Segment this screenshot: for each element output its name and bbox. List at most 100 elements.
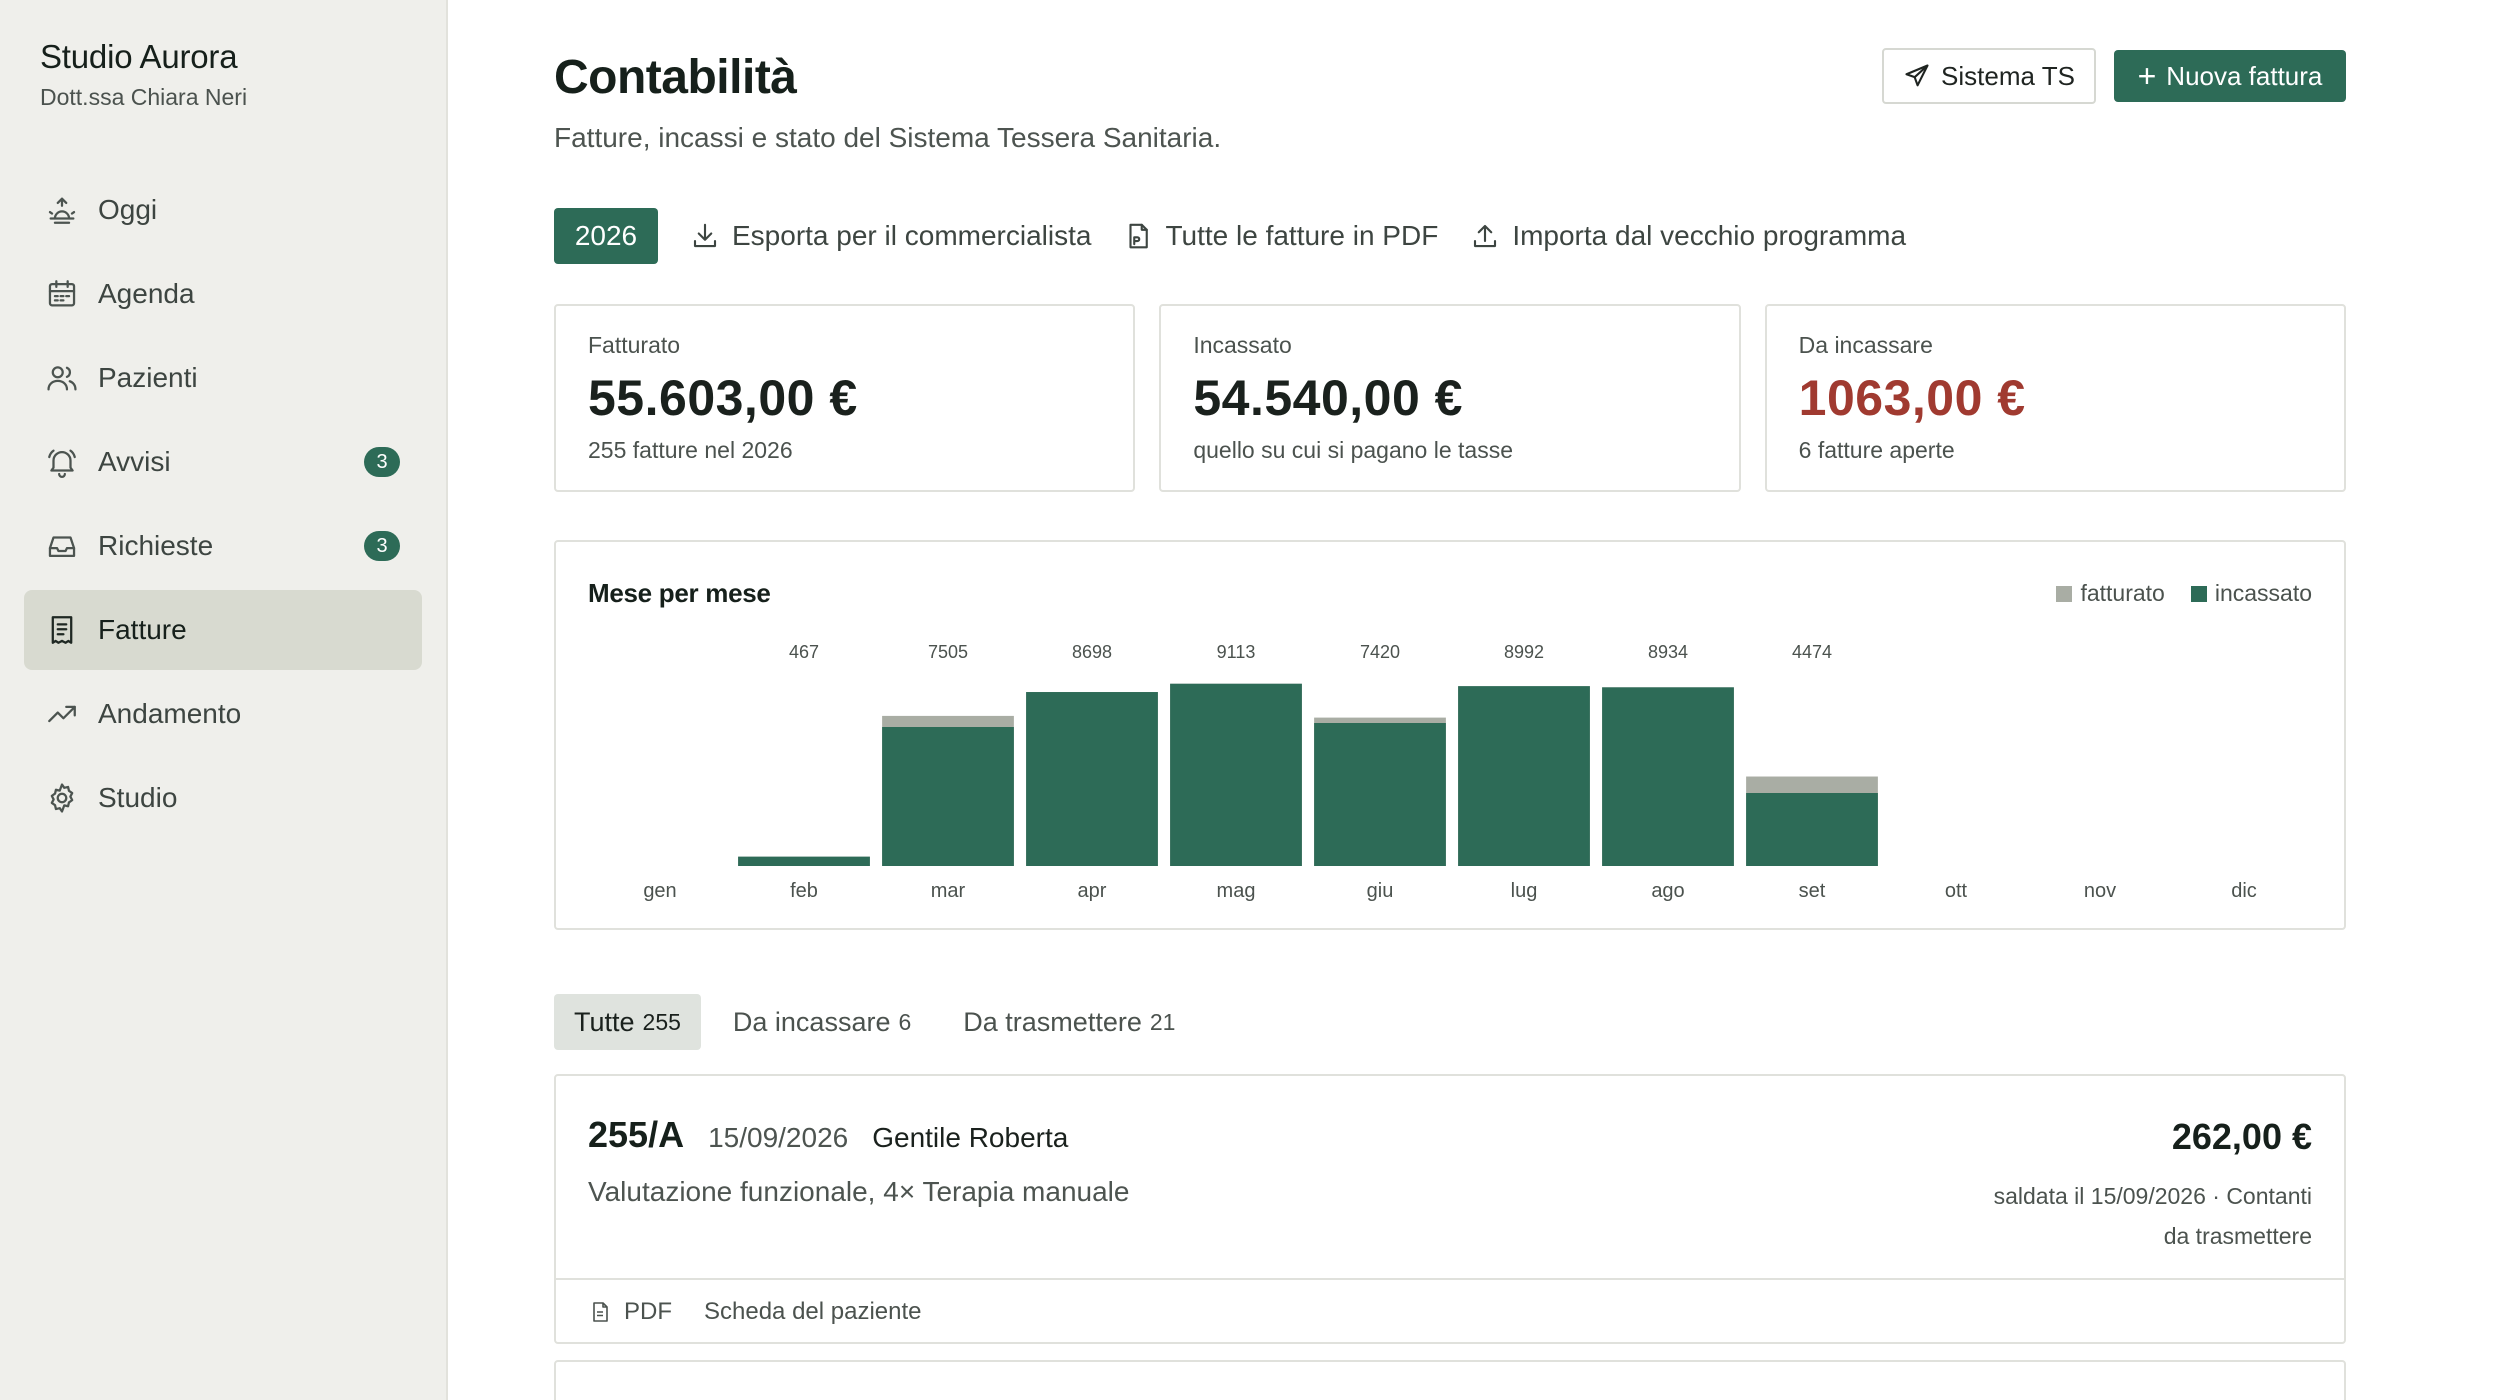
x-tick-apr: apr: [1078, 880, 1107, 902]
brand-title: Studio Aurora: [40, 38, 238, 75]
sidebar-item-pazienti[interactable]: Pazienti: [24, 338, 422, 418]
invoice-description: Valutazione funzionale, 4× Terapia manua…: [588, 1176, 1130, 1207]
sidebar-item-label: Agenda: [98, 278, 195, 309]
new-invoice-button[interactable]: + Nuova fattura: [2114, 50, 2346, 102]
sidebar-item-label: Pazienti: [98, 362, 198, 393]
sidebar-item-fatture[interactable]: Fatture: [24, 590, 422, 670]
tab-label: Da incassare: [732, 1006, 891, 1037]
bar-incassato-lug: [1458, 686, 1590, 866]
calendar-icon: [44, 276, 80, 312]
x-tick-giu: giu: [1367, 880, 1394, 902]
toolbar: 2026 Esporta per il commercialista Tutte…: [554, 208, 1906, 264]
legend-swatch-incassato: [2190, 585, 2207, 602]
invoice-footer: PDF Scheda del paziente: [556, 1278, 2344, 1344]
invoice-card[interactable]: 255/A 15/09/2026 Gentile Roberta Valutaz…: [554, 1074, 2346, 1344]
data-label-feb: 467: [789, 642, 819, 662]
patient-link-label: Scheda del paziente: [704, 1298, 922, 1325]
monthly-chart: gen 467 feb 7505 mar 8698 apr 9113 mag 7420 giu 899…: [554, 540, 2346, 930]
sidebar-item-andamento[interactable]: Andamento: [24, 674, 422, 754]
x-tick-ago: ago: [1651, 880, 1684, 902]
card-note: 255 fatture nel 2026: [588, 437, 793, 463]
summary-cards: Fatturato 55.603,00 € 255 fatture nel 20…: [554, 304, 2346, 492]
sunrise-icon: [44, 192, 80, 228]
user-name: Dott.ssa Chiara Neri: [40, 84, 248, 110]
notification-badge: 3: [364, 447, 400, 477]
sidebar-item-richieste[interactable]: Richieste 3: [24, 506, 422, 586]
download-icon: [693, 223, 717, 248]
invoice-card[interactable]: [554, 1360, 2346, 1400]
bar-incassato-feb: [738, 856, 870, 866]
card-value: 54.540,00 €: [1193, 370, 1463, 426]
sidebar: Studio Aurora Dott.ssa Chiara Neri Oggi …: [0, 0, 448, 1400]
users-icon: [44, 360, 80, 396]
sidebar-item-label: Avvisi: [98, 446, 171, 477]
notification-badge: 3: [364, 531, 400, 561]
x-tick-ott: ott: [1945, 880, 1968, 902]
sidebar-item-agenda[interactable]: Agenda: [24, 254, 422, 334]
tab-label: Tutte: [574, 1006, 635, 1037]
data-label-ago: 8934: [1648, 642, 1688, 662]
card-value: 1063,00 €: [1798, 370, 2026, 426]
card-note: 6 fatture aperte: [1798, 437, 1955, 463]
invoice-status-paid: saldata il 15/09/2026 · Contanti: [1993, 1183, 2312, 1209]
sidebar-nav: Oggi Agenda Pazienti Avvisi 3 Richiest: [24, 170, 422, 842]
chart-canvas: gen 467 feb 7505 mar 8698 apr 9113 mag 7420 giu 899…: [643, 642, 2256, 902]
pdf-label: Tutte le fatture in PDF: [1165, 220, 1439, 251]
bar-incassato-mag: [1170, 683, 1302, 866]
bar-incassato-set: [1746, 793, 1878, 866]
invoice-date: 15/09/2026: [708, 1122, 849, 1153]
data-label-mag: 9113: [1217, 642, 1256, 662]
export-accountant-link[interactable]: Esporta per il commercialista: [690, 220, 1091, 252]
patient-record-link[interactable]: Scheda del paziente: [704, 1298, 922, 1326]
sistema-ts-button[interactable]: Sistema TS: [1882, 48, 2096, 104]
tab-count: 6: [898, 1008, 912, 1035]
trending-up-icon: [44, 696, 80, 732]
x-tick-gen: gen: [643, 880, 676, 902]
card-label: Incassato: [1193, 332, 1292, 358]
sistema-ts-label: Sistema TS: [1941, 60, 2075, 91]
sidebar-item-studio[interactable]: Studio: [24, 758, 422, 838]
import-link[interactable]: Importa dal vecchio programma: [1470, 220, 1906, 252]
invoice-pdf-link[interactable]: PDF: [588, 1298, 672, 1326]
chart-title: Mese per mese: [588, 578, 771, 608]
card-incassato: Incassato 54.540,00 € quello su cui si p…: [1159, 304, 1741, 492]
file-icon: [593, 1302, 608, 1322]
card-label: Da incassare: [1798, 332, 1933, 358]
all-pdf-link[interactable]: Tutte le fatture in PDF: [1123, 220, 1438, 252]
plus-icon: +: [2137, 58, 2157, 94]
invoice-tabs: Tutte 255 Da incassare 6 Da trasmettere …: [554, 994, 1207, 1050]
bar-incassato-ago: [1602, 687, 1734, 866]
page-subtitle: Fatture, incassi e stato del Sistema Tes…: [554, 122, 1222, 153]
card-fatturato: Fatturato 55.603,00 € 255 fatture nel 20…: [554, 304, 1136, 492]
sidebar-item-label: Oggi: [98, 194, 158, 225]
legend-swatch-fatturato: [2056, 585, 2073, 602]
legend-incassato: incassato: [2190, 580, 2312, 607]
import-label: Importa dal vecchio programma: [1512, 220, 1907, 251]
tab-tutte[interactable]: Tutte 255: [554, 994, 701, 1050]
tab-da-incassare[interactable]: Da incassare 6: [713, 994, 931, 1050]
sidebar-item-label: Andamento: [98, 698, 242, 729]
send-icon: [1905, 64, 1929, 87]
sidebar-item-avvisi[interactable]: Avvisi 3: [24, 422, 422, 502]
tab-count: 255: [642, 1008, 681, 1035]
x-tick-lug: lug: [1511, 880, 1538, 902]
legend-label: incassato: [2214, 580, 2312, 606]
invoice-number: 255/A: [588, 1114, 685, 1155]
data-label-set: 4474: [1792, 642, 1832, 662]
tab-da-trasmettere[interactable]: Da trasmettere 21: [943, 994, 1195, 1050]
bar-incassato-apr: [1026, 692, 1158, 866]
pdf-link-label: PDF: [624, 1298, 672, 1325]
sidebar-item-oggi[interactable]: Oggi: [24, 170, 422, 250]
card-label: Fatturato: [588, 332, 681, 358]
file-pdf-icon: [1129, 223, 1149, 249]
legend-fatturato: fatturato: [2056, 580, 2165, 607]
invoice-amount: 262,00 €: [2171, 1116, 2312, 1157]
chart-legend: fatturato incassato: [2030, 580, 2312, 607]
invoice-status-transmit: da trasmettere: [2163, 1223, 2312, 1249]
sidebar-item-label: Richieste: [98, 530, 214, 561]
legend-label: fatturato: [2080, 580, 2165, 606]
year-selector[interactable]: 2026: [554, 208, 658, 264]
data-label-apr: 8698: [1072, 642, 1112, 662]
upload-icon: [1474, 224, 1497, 248]
export-label: Esporta per il commercialista: [732, 220, 1092, 251]
